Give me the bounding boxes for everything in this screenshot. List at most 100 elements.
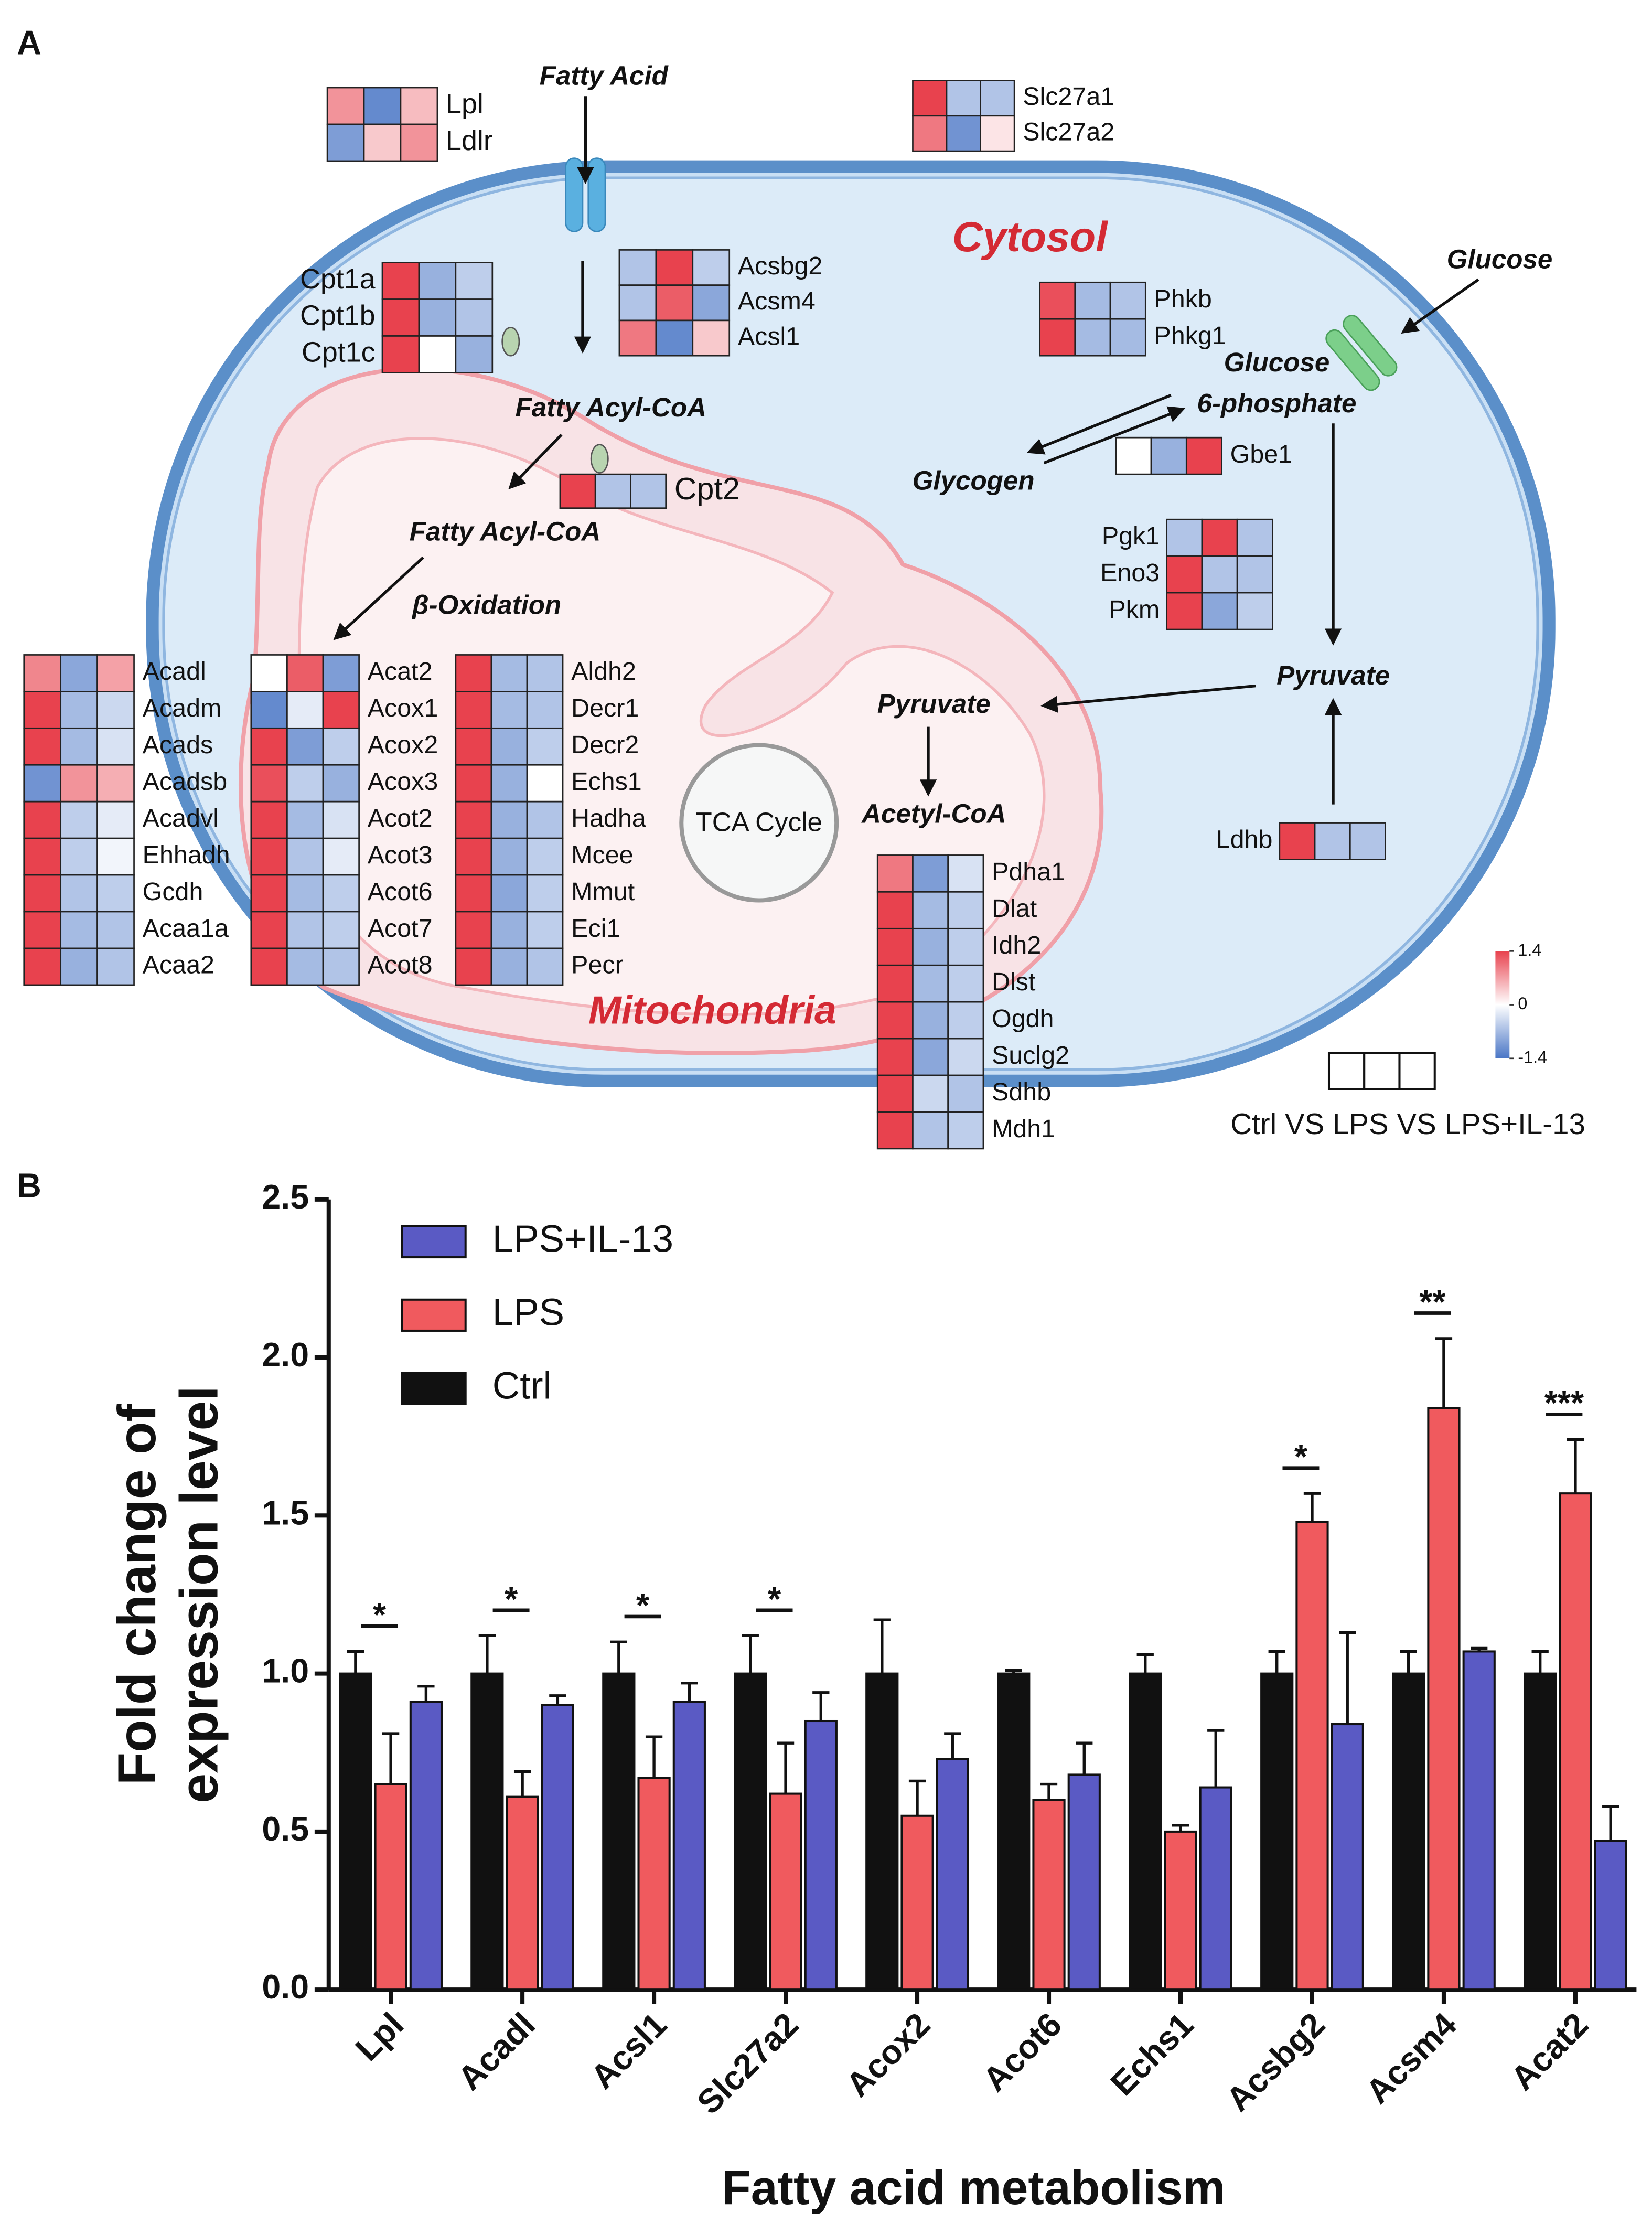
heatmap-cell <box>96 691 135 729</box>
heatmap-cell <box>23 727 62 766</box>
heatmap-cell <box>526 911 564 949</box>
heatmap-cell <box>490 837 528 876</box>
heatmap-cell <box>455 911 492 949</box>
heatmap-cell <box>96 911 135 949</box>
gene-label: Acot3 <box>368 841 433 869</box>
colorbar <box>1495 951 1510 1058</box>
heatmap-cell <box>23 837 62 876</box>
heatmap-cell <box>250 837 288 876</box>
metabolite: Glycogen <box>913 466 1035 496</box>
gene-label: Acaa2 <box>143 951 214 979</box>
heatmap-cell <box>980 115 1015 152</box>
gene-label: Gbe1 <box>1230 440 1292 468</box>
gene-label: Cpt1b <box>300 300 376 332</box>
heatmap-cell <box>60 911 98 949</box>
heatmap-cell <box>250 874 288 913</box>
gene-label: Acsbg2 <box>738 252 822 280</box>
heatmap-cell <box>286 654 324 692</box>
error-bar <box>478 1634 496 1674</box>
gene-label: Acadvl <box>143 804 219 832</box>
significance-label: * <box>636 1587 650 1624</box>
gene-label: Pkm <box>1109 595 1160 624</box>
error-bar <box>382 1732 400 1784</box>
metabolite: Glucose <box>1447 244 1553 274</box>
heatmap-cell <box>455 947 492 986</box>
heatmap-cell <box>559 473 596 509</box>
error-bar <box>549 1694 566 1705</box>
gene-label: Ldhb <box>1216 825 1273 853</box>
heatmap-cell <box>618 249 657 286</box>
significance-label: *** <box>1544 1384 1584 1422</box>
heatmap-cell <box>250 654 288 692</box>
metabolite: Glucose <box>1224 347 1330 377</box>
gene-label: Acadsb <box>143 767 227 796</box>
heatmap-cell <box>60 727 98 766</box>
heatmap-cell <box>60 800 98 839</box>
heatmap-cell <box>980 80 1015 117</box>
gene-label: Dlat <box>992 894 1037 923</box>
metabolite: Fatty Acid <box>540 61 669 91</box>
heatmap-cell <box>250 911 288 949</box>
heatmap-cell <box>381 298 420 337</box>
heatmap-cell <box>526 800 564 839</box>
bar <box>1199 1786 1232 1991</box>
bar <box>339 1672 372 1991</box>
heatmap-cell <box>630 473 667 509</box>
heatmap-cell <box>655 284 694 322</box>
heatmap-cell <box>322 800 360 839</box>
heatmap-cell <box>1115 436 1152 475</box>
heatmap-cell <box>60 874 98 913</box>
bar <box>1427 1407 1461 1991</box>
gene-label: Acads <box>143 731 213 759</box>
bar <box>769 1792 802 1991</box>
heatmap-cell <box>455 691 492 729</box>
bar <box>900 1814 934 1991</box>
heatmap-cell <box>286 911 324 949</box>
y-axis-label: expression level <box>168 1386 229 1803</box>
gene-label: Echs1 <box>571 767 642 796</box>
heatmap-cell <box>912 1001 949 1040</box>
heatmap-cell <box>1039 281 1076 320</box>
heatmap-cell <box>455 800 492 839</box>
legend-swatch <box>401 1225 467 1259</box>
heatmap-cell <box>490 764 528 803</box>
legend-swatch <box>401 1372 467 1405</box>
heatmap-cell <box>1201 518 1238 557</box>
bar <box>804 1719 838 1991</box>
gene-label: Gcdh <box>143 878 203 906</box>
colorbar-label: 1.4 <box>1518 940 1541 959</box>
panel-label: A <box>17 24 41 61</box>
heatmap-cell <box>692 249 731 286</box>
heatmap-cell <box>381 335 420 373</box>
gene-label: Ogdh <box>992 1004 1054 1033</box>
heatmap-cell <box>1185 436 1222 475</box>
y-tick-label: 0.5 <box>262 1810 309 1848</box>
bar <box>602 1672 636 1991</box>
heatmap-cell <box>912 115 948 152</box>
error-bar <box>908 1779 926 1816</box>
significance-label: * <box>1294 1438 1308 1476</box>
bar <box>1331 1723 1364 1991</box>
metabolite: Fatty Acyl-CoA <box>516 392 706 422</box>
error-bar <box>1531 1650 1549 1674</box>
heatmap-cell <box>526 691 564 729</box>
heatmap-cell <box>947 927 984 966</box>
heatmap-cell <box>60 764 98 803</box>
error-bar <box>417 1685 435 1702</box>
gene-label: Eci1 <box>571 914 620 943</box>
heatmap-cell <box>96 800 135 839</box>
heatmap-cell <box>1236 555 1273 594</box>
gene-label: Acox2 <box>368 731 438 759</box>
heatmap-cell <box>1236 518 1273 557</box>
heatmap-cell <box>1166 555 1203 594</box>
heatmap-cell <box>455 335 494 373</box>
gene-label: Decr1 <box>571 694 639 722</box>
metabolite: Pyruvate <box>877 689 991 719</box>
bar <box>1524 1672 1557 1991</box>
carrier <box>501 327 520 357</box>
gene-label: Phkb <box>1154 285 1211 313</box>
gene-label: Suclg2 <box>992 1041 1069 1070</box>
heatmap-cell <box>876 1111 914 1150</box>
error-bar <box>944 1732 961 1759</box>
heatmap-cell <box>1349 822 1386 860</box>
